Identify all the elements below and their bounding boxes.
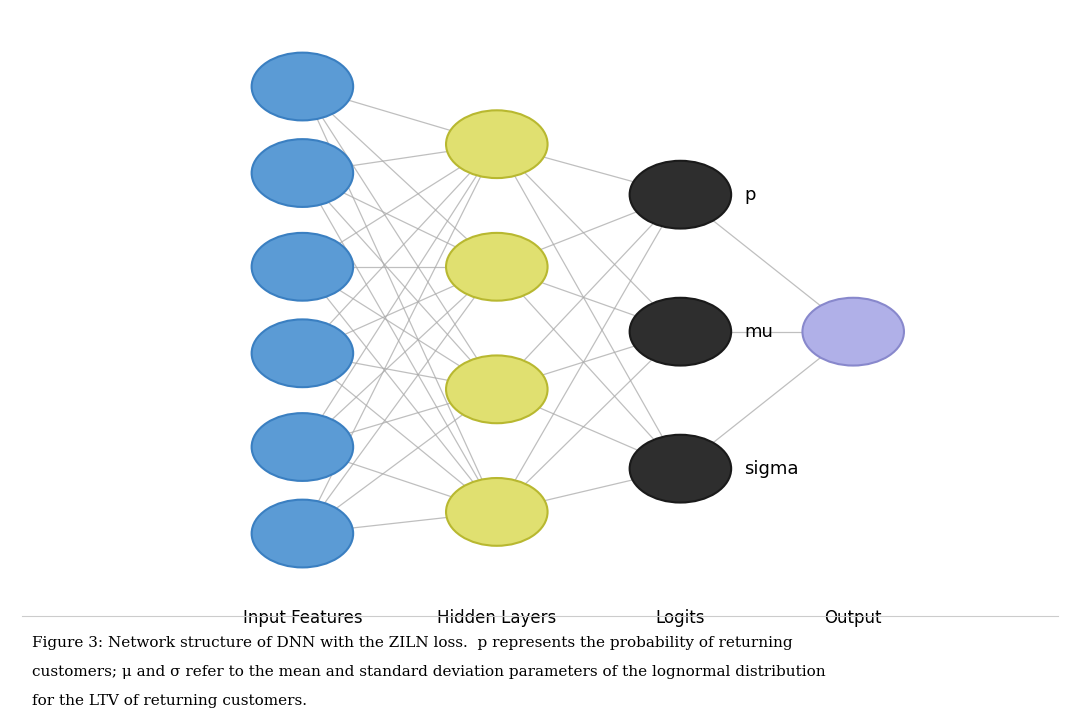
Circle shape [446,110,548,178]
Circle shape [802,298,904,366]
Circle shape [252,413,353,481]
Text: customers; μ and σ refer to the mean and standard deviation parameters of the lo: customers; μ and σ refer to the mean and… [32,665,826,678]
Text: for the LTV of returning customers.: for the LTV of returning customers. [32,694,308,707]
Text: sigma: sigma [744,460,798,477]
Circle shape [252,500,353,567]
Circle shape [446,233,548,301]
Circle shape [630,435,731,503]
Text: Output: Output [824,609,882,627]
Circle shape [252,53,353,120]
Text: Logits: Logits [656,609,705,627]
Text: Input Features: Input Features [243,609,362,627]
Text: mu: mu [744,323,773,340]
Circle shape [630,161,731,229]
Circle shape [446,355,548,423]
Circle shape [630,298,731,366]
Text: Hidden Layers: Hidden Layers [437,609,556,627]
Circle shape [252,139,353,207]
Text: p: p [744,186,756,203]
Circle shape [252,319,353,387]
Circle shape [252,233,353,301]
Circle shape [446,478,548,546]
Text: Figure 3: Network structure of DNN with the ZILN loss.  p represents the probabi: Figure 3: Network structure of DNN with … [32,636,793,650]
